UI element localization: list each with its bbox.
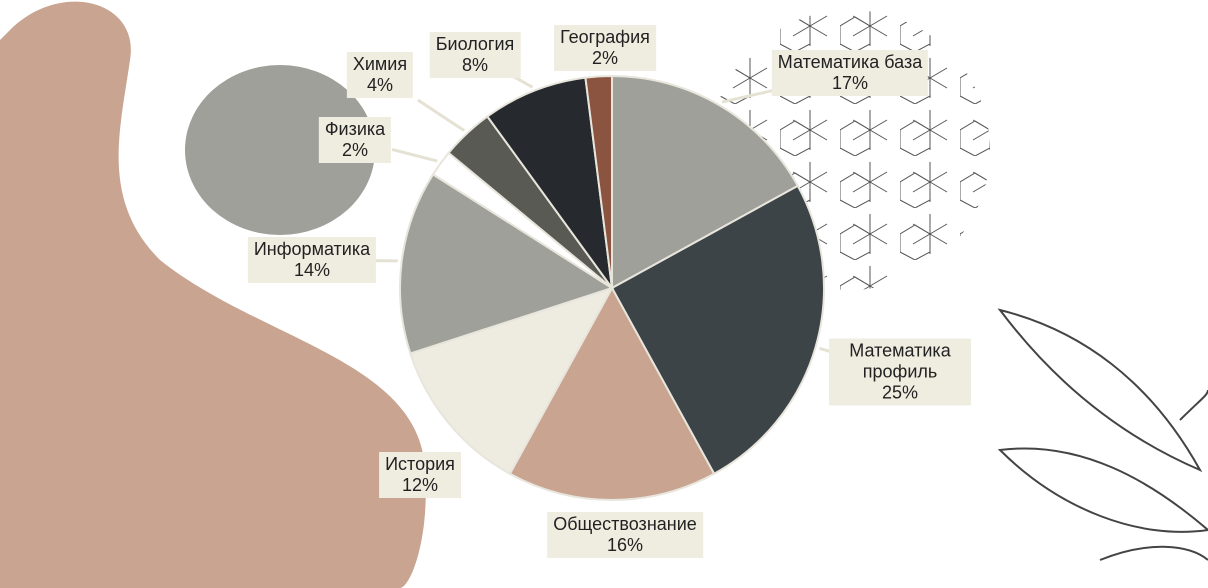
value-label: 2% [325,140,385,161]
category-label: Биология [436,34,515,55]
category-label: Физика [325,119,385,140]
value-label: 16% [553,535,697,556]
category-label: История [385,454,455,475]
value-label: 4% [353,75,407,96]
leader-line [392,149,437,161]
decor-leaf [1000,310,1208,560]
value-label: 2% [560,48,650,69]
value-label: 12% [385,475,455,496]
value-label: 17% [778,73,922,94]
value-label: 25% [835,383,965,404]
category-label: Математика база [778,52,922,73]
slide: Математика база17% Математика профиль25% О… [0,0,1208,588]
category-label: География [560,27,650,48]
category-label: Информатика [254,239,370,260]
chart [0,0,1208,588]
category-label: Обществознание [553,514,697,535]
leader-line [418,100,464,131]
value-label: 8% [436,55,515,76]
category-label: Математика профиль [835,341,965,383]
value-label: 14% [254,260,370,281]
category-label: Химия [353,54,407,75]
